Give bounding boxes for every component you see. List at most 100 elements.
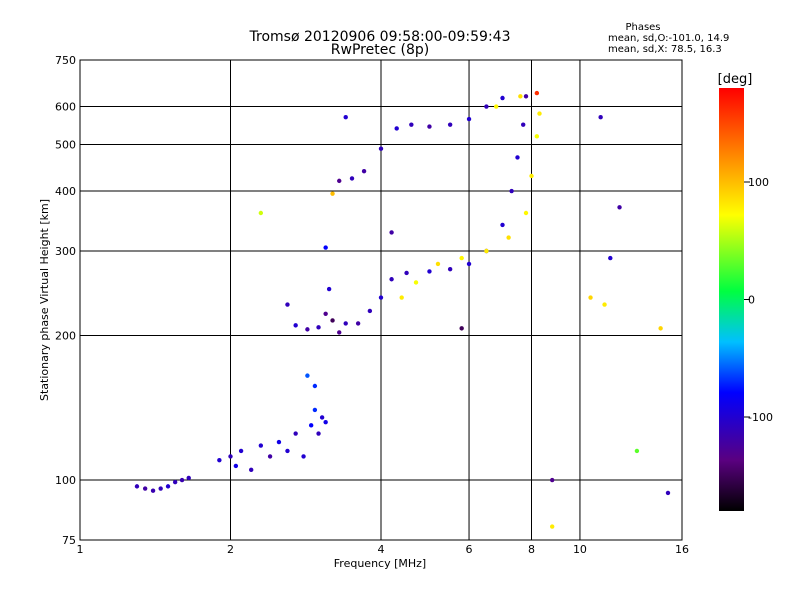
data-point (285, 302, 290, 307)
x-tick-label: 6 (466, 543, 473, 556)
colorbar-tick-label: 100 (748, 176, 769, 189)
y-tick-label: 75 (62, 534, 76, 547)
data-point (409, 122, 414, 127)
data-point (506, 235, 511, 240)
y-tick-label: 400 (55, 185, 76, 198)
data-point (179, 477, 185, 483)
data-point (305, 327, 310, 332)
chart-subtitle: RwPretec (8p) (331, 42, 429, 58)
data-point (523, 210, 529, 216)
data-point (293, 431, 298, 436)
data-point (228, 454, 233, 459)
x-tick-label: 2 (227, 543, 234, 556)
y-tick-label: 300 (55, 245, 76, 258)
data-point (217, 457, 222, 463)
data-point (389, 277, 394, 282)
data-point (316, 325, 321, 330)
data-point (233, 463, 239, 469)
data-point (598, 115, 603, 120)
data-point (326, 286, 332, 292)
data-point (330, 191, 335, 196)
data-point (258, 210, 264, 216)
data-point (447, 122, 453, 127)
chart-title: Tromsø 20120906 09:58:00-09:59:43 (249, 29, 511, 45)
data-point (186, 475, 191, 481)
x-axis-ticks: 1 2 4 6 8 10 16 (77, 543, 690, 556)
data-point (337, 178, 342, 184)
data-point (466, 116, 472, 122)
data-point (343, 115, 348, 120)
data-point (523, 94, 529, 99)
data-point (447, 266, 453, 272)
colorbar (719, 88, 744, 511)
data-point (537, 111, 542, 116)
data-point (588, 295, 593, 300)
x-tick-label: 1 (77, 543, 84, 556)
data-point (509, 188, 514, 194)
colorbar-tick-label: 0 (748, 294, 755, 307)
data-point (394, 126, 399, 131)
data-point (494, 104, 499, 109)
data-point (549, 477, 555, 483)
y-tick-label: 100 (55, 474, 76, 487)
data-point (466, 261, 472, 267)
data-point (500, 95, 505, 101)
data-point (330, 318, 335, 323)
data-point (378, 295, 384, 300)
data-point (267, 454, 273, 459)
data-point (617, 205, 622, 210)
data-point (435, 261, 441, 267)
data-point (158, 486, 163, 491)
y-tick-label: 750 (55, 54, 76, 67)
data-point (258, 443, 264, 448)
x-tick-label: 16 (675, 543, 689, 556)
data-point (349, 176, 355, 181)
phases-o-stats: mean, sd,O:-101.0, 14.9 (608, 33, 729, 44)
data-point (293, 323, 298, 328)
data-point (549, 524, 555, 529)
data-point (484, 248, 489, 254)
grid-lines (80, 60, 682, 540)
y-tick-label: 500 (55, 139, 76, 152)
colorbar-label: [deg] (718, 72, 753, 87)
data-point (312, 407, 318, 413)
x-tick-label: 4 (378, 543, 385, 556)
data-point (518, 94, 523, 99)
data-point (305, 373, 310, 378)
data-point (248, 467, 254, 473)
data-point (608, 255, 613, 261)
data-point (319, 415, 325, 420)
data-point (361, 168, 367, 174)
data-point (665, 490, 671, 496)
data-point (367, 308, 373, 314)
data-point (515, 155, 520, 160)
data-point (427, 269, 432, 274)
data-point (355, 321, 361, 326)
data-point (534, 134, 540, 139)
data-point (134, 484, 140, 489)
data-point (378, 146, 384, 151)
data-point (301, 454, 306, 459)
data-point (316, 431, 321, 436)
phases-x-stats: mean, sd,X: 78.5, 16.3 (608, 44, 722, 55)
data-point (404, 270, 409, 276)
data-point (285, 448, 290, 454)
data-point (238, 448, 244, 454)
x-tick-label: 10 (573, 543, 587, 556)
y-tick-label: 200 (55, 330, 76, 343)
data-point (634, 448, 640, 454)
colorbar-ticks: 100 0 -100 (744, 176, 773, 424)
data-point (343, 321, 348, 326)
data-point (337, 330, 342, 335)
data-point (312, 383, 318, 389)
data-point (529, 173, 534, 179)
data-point (602, 302, 607, 307)
data-point (459, 255, 464, 261)
data-point (658, 326, 663, 331)
x-tick-label: 8 (528, 543, 535, 556)
data-point (276, 439, 282, 445)
data-point (142, 486, 148, 491)
data-point (323, 311, 328, 316)
colorbar-tick-label: -100 (748, 411, 773, 424)
